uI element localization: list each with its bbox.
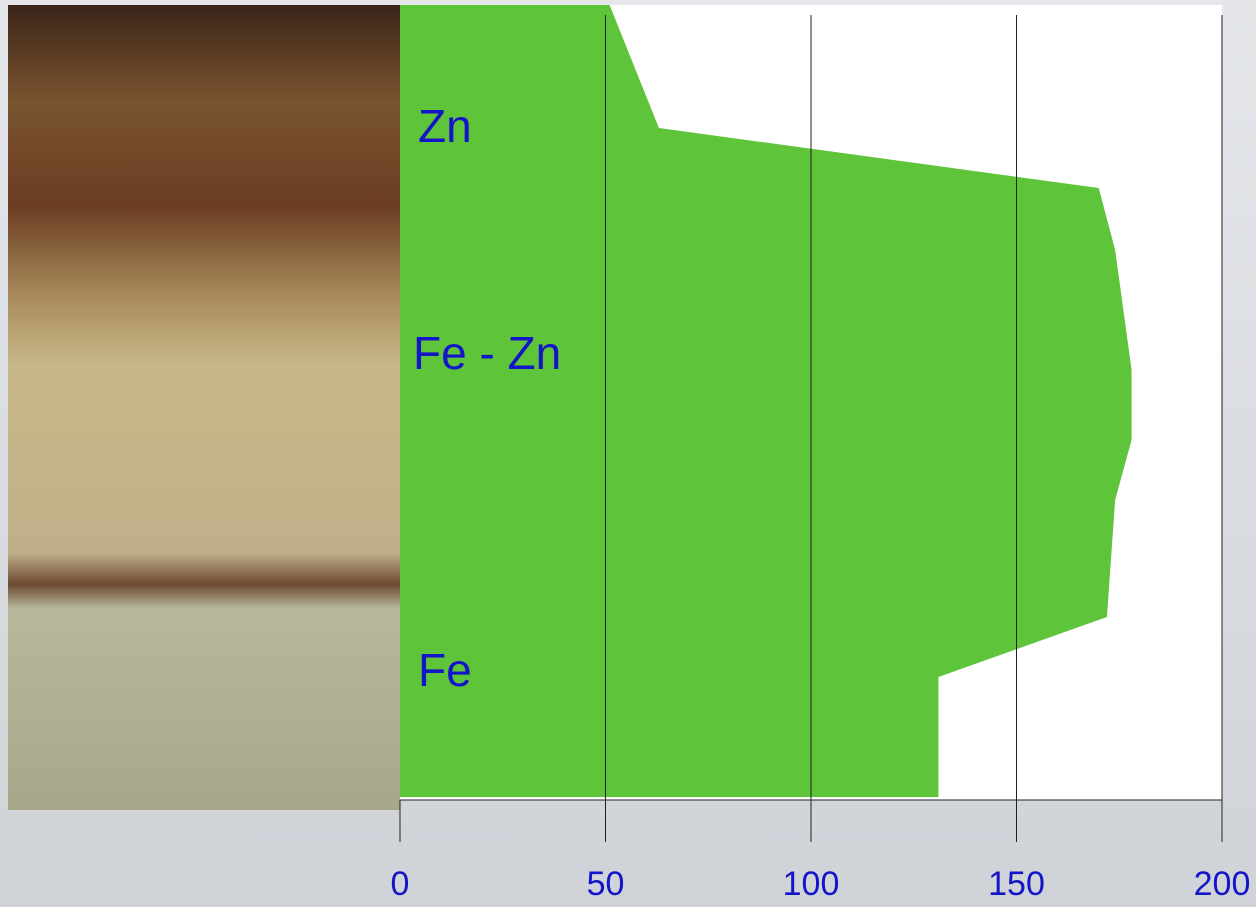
x-tick-label: 0 xyxy=(391,865,410,903)
x-tick-label: 100 xyxy=(783,865,840,903)
x-tick-label: 200 xyxy=(1194,865,1251,903)
layer-label: Zn xyxy=(418,100,472,152)
layer-label: Fe - Zn xyxy=(413,327,561,379)
layer-label: Fe xyxy=(418,644,472,696)
page: 050100150200ZnFe - ZnFe (() => { const d… xyxy=(0,0,1256,907)
chart: 0 50 100 150 200 Zn Fe - Zn Fe xyxy=(0,0,1256,907)
micrograph xyxy=(8,5,400,810)
x-tick-label: 150 xyxy=(988,865,1045,903)
x-tick-label: 50 xyxy=(587,865,625,903)
